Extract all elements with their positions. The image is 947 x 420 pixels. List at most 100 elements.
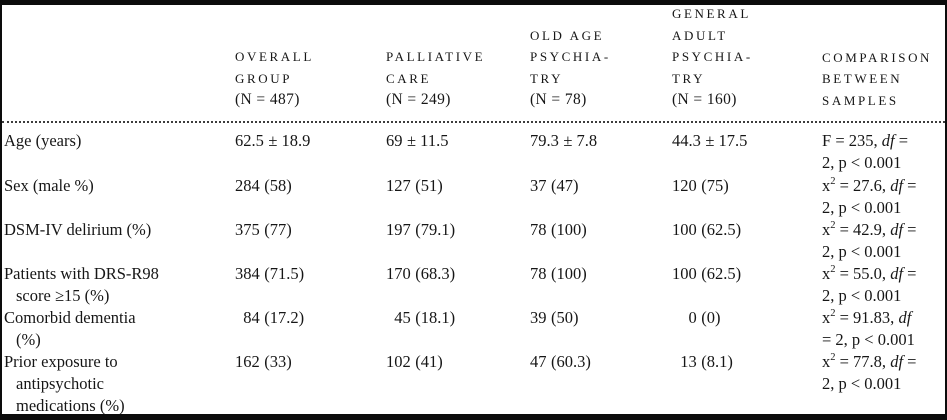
header-line: PSYCHIA- (672, 49, 753, 64)
row-label-line: Patients with DRS-R98 (4, 264, 159, 283)
header-line: PALLIATIVE (386, 49, 486, 64)
cell-comparison-statistic: x2 = 55.0, df = 2, p < 0.001 (822, 263, 946, 307)
value-detail: (47) (551, 176, 579, 195)
header-line: GENERAL (672, 6, 751, 21)
df-symbol: df (890, 176, 904, 195)
row-label-line: Sex (male %) (4, 176, 94, 195)
column-header-overall-group: OVERALL GROUP (N = 487) (235, 46, 314, 111)
value-detail: (75) (701, 176, 729, 195)
statistic-line: x2 = 91.83, df (822, 307, 946, 329)
table-header-row: OVERALL GROUP (N = 487) PALLIATIVE CARE … (0, 5, 947, 119)
table-left-rule (0, 0, 2, 420)
header-line: BETWEEN (822, 71, 903, 86)
statistic-line: 2, p < 0.001 (822, 374, 902, 393)
value: 84 (243, 308, 260, 327)
cell-old-age: 47 (60.3) (530, 351, 591, 373)
value: 375 (235, 220, 260, 239)
statistic-value: = 55.0, (835, 264, 891, 283)
row-label: Patients with DRS-R98 score ≥15 (%) (4, 263, 214, 307)
cell-general-adult: 100 (62.5) (672, 219, 741, 241)
row-label-line: Comorbid dementia (4, 308, 136, 327)
value: 162 (235, 352, 260, 371)
df-symbol: df (898, 308, 912, 327)
value-detail: (18.1) (415, 308, 456, 327)
value-detail: (71.5) (264, 264, 305, 283)
value-detail: (77) (264, 220, 292, 239)
value: 197 (386, 220, 411, 239)
statistic-symbol: x (822, 264, 831, 283)
value-detail: (79.1) (415, 220, 456, 239)
row-prior-antipsychotic-exposure: Prior exposure to antipsychotic medicati… (0, 351, 947, 417)
value: 102 (386, 352, 411, 371)
row-label-line: antipsychotic (16, 374, 104, 393)
statistic-line: F = 235, df = (822, 130, 946, 152)
value-detail: (62.5) (701, 264, 742, 283)
header-line: COMPARISON (822, 49, 933, 65)
value-detail: (58) (264, 176, 292, 195)
header-divider-dotted-rule (2, 121, 945, 123)
value-detail: (100) (551, 264, 587, 283)
cell-overall: 375 (77) (235, 219, 292, 241)
row-label-line: score ≥15 (%) (16, 286, 110, 305)
table-top-rule (0, 0, 947, 5)
value: 13 (680, 352, 697, 371)
statistic-line: 2, p < 0.001 (822, 242, 902, 261)
cell-overall: 62.5 ± 18.9 (235, 130, 310, 152)
row-label: Age (years) (4, 130, 214, 152)
statistic-value: = 42.9, (835, 220, 891, 239)
value-detail: ± 11.5 (407, 131, 449, 150)
df-symbol: df (890, 352, 904, 371)
statistic-exponent: 2 (830, 219, 836, 231)
header-sample-size: (N = 78) (530, 91, 587, 108)
row-label-line: Prior exposure to (4, 352, 118, 371)
row-label: DSM-IV delirium (%) (4, 219, 214, 241)
value-detail: (41) (415, 352, 443, 371)
value-detail: ± 18.9 (268, 131, 311, 150)
statistic-line: = 2, p < 0.001 (822, 330, 915, 349)
cell-general-adult: 13 (8.1) (672, 351, 733, 373)
header-line: OLD AGE (530, 27, 605, 43)
table-bottom-rule (0, 414, 947, 420)
statistic-line: 2, p < 0.001 (822, 286, 902, 305)
cell-old-age: 37 (47) (530, 175, 579, 197)
row-label: Prior exposure to antipsychotic medicati… (4, 351, 214, 417)
row-sex-male: Sex (male %) 284 (58) 127 (51) 37 (47) 120(… (0, 175, 947, 219)
value-detail: (50) (551, 308, 579, 327)
value: 120 (672, 176, 697, 195)
table-right-rule (945, 0, 947, 420)
statistic-tail: = (903, 264, 917, 283)
statistic-symbol: x (822, 352, 831, 371)
value: 39 (530, 308, 547, 327)
row-label-line: (%) (16, 330, 41, 349)
column-header-palliative-care: PALLIATIVE CARE (N = 249) (386, 46, 485, 111)
row-drs-r98-score: Patients with DRS-R98 score ≥15 (%) 384(… (0, 263, 947, 307)
statistic-symbol: F (822, 131, 832, 150)
column-header-old-age-psychiatry: OLD AGE PSYCHIA- TRY (N = 78) (530, 25, 611, 112)
value: 127 (386, 176, 411, 195)
value: 79.3 (530, 131, 559, 150)
statistic-tail: = (903, 176, 917, 195)
cell-palliative: 197 (79.1) (386, 219, 455, 241)
value-detail: ± 7.8 (563, 131, 598, 150)
value-detail: (100) (551, 220, 587, 239)
cell-overall: 84 (17.2) (235, 307, 304, 329)
cell-overall: 384 (71.5) (235, 263, 304, 285)
header-line: CARE (386, 70, 432, 86)
cell-comparison-statistic: x2 = 91.83, df = 2, p < 0.001 (822, 307, 946, 351)
statistic-line: x2 = 77.8, df = (822, 351, 946, 373)
header-line: ADULT (672, 27, 728, 43)
value: 44.3 (672, 131, 701, 150)
cell-old-age: 78 (100) (530, 263, 587, 285)
value-detail: ± 17.5 (705, 131, 748, 150)
statistic-line: 2, p < 0.001 (822, 153, 902, 172)
cell-palliative: 45 (18.1) (386, 307, 455, 329)
df-symbol: df (881, 131, 895, 150)
header-line: PSYCHIA- (530, 49, 611, 64)
value: 384 (235, 264, 260, 283)
statistic-tail: = (903, 352, 917, 371)
header-line: SAMPLES (822, 92, 899, 108)
value-detail: (60.3) (551, 352, 591, 371)
statistic-line: x2 = 27.6, df = (822, 175, 946, 197)
df-symbol: df (890, 220, 904, 239)
row-label: Sex (male %) (4, 175, 214, 197)
